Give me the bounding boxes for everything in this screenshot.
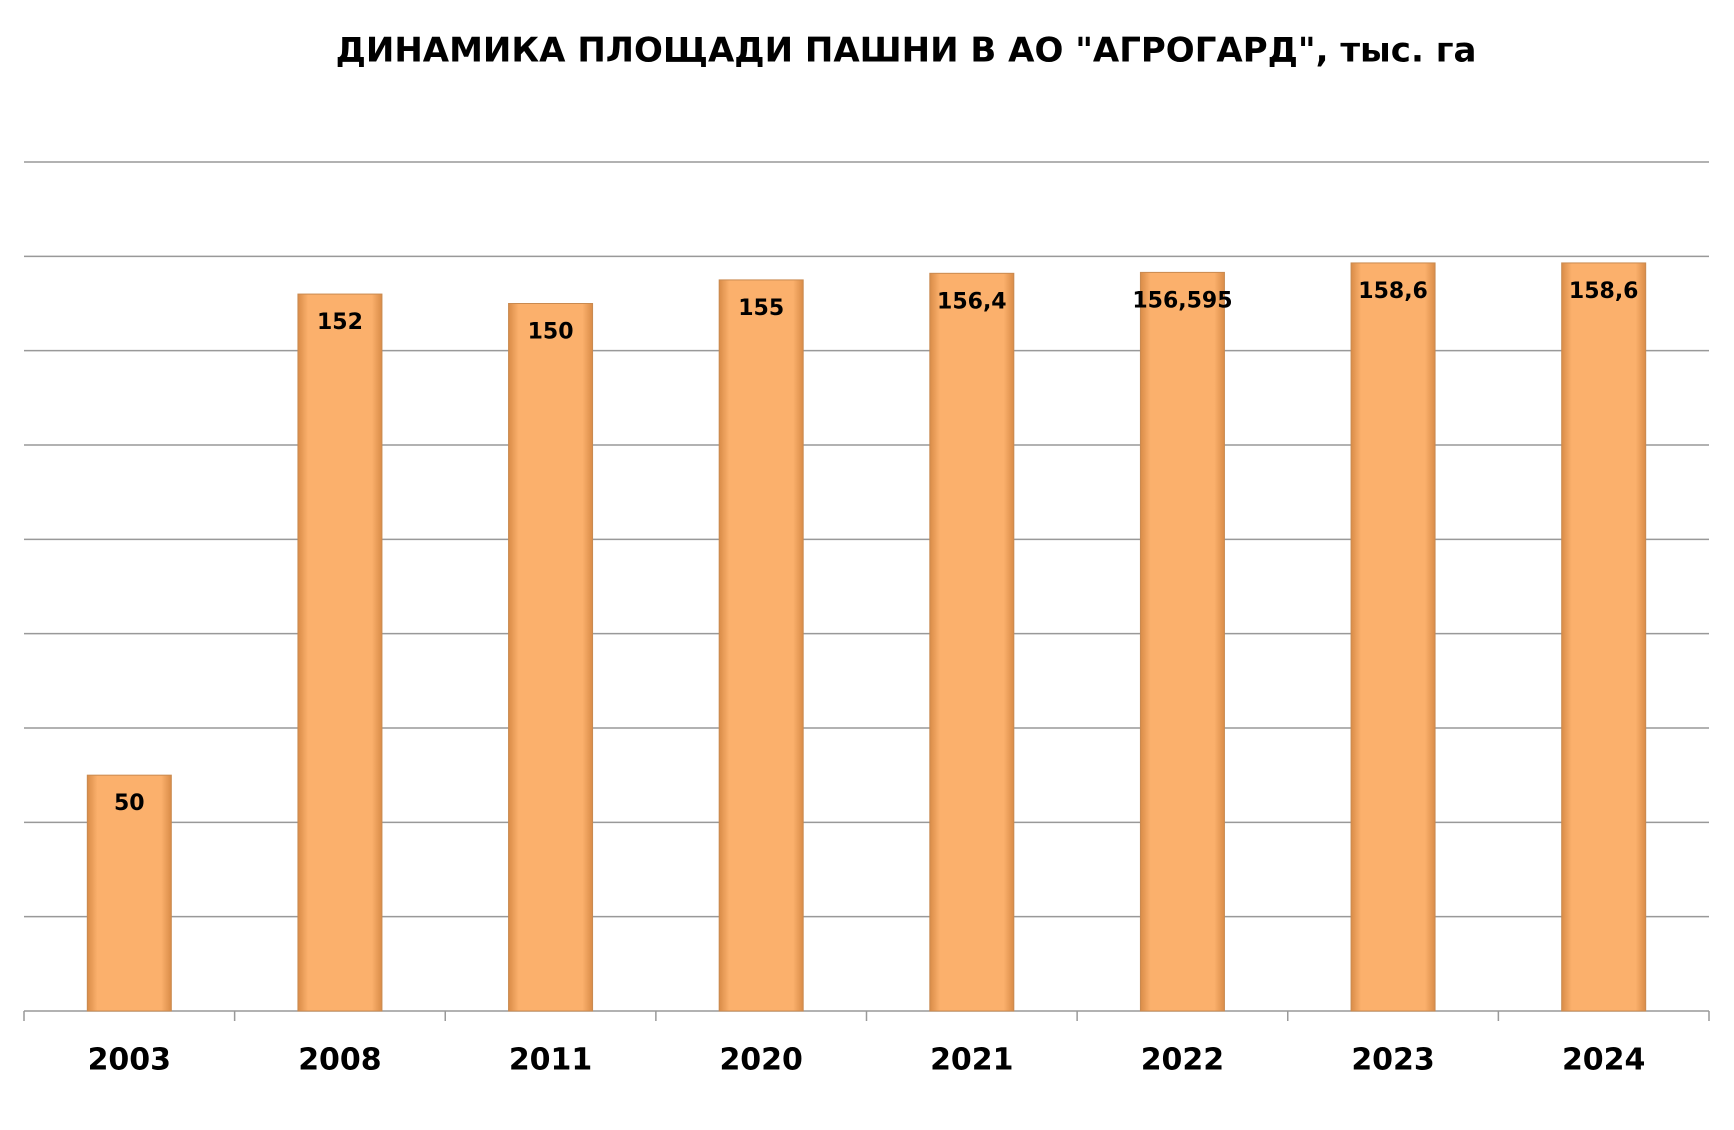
x-tick-label: 2008 [298, 1043, 382, 1078]
bar [929, 272, 1015, 1012]
x-tick-label: 2003 [88, 1043, 172, 1078]
value-label: 156,595 [1132, 288, 1232, 313]
x-tick-label: 2020 [719, 1043, 803, 1078]
x-tick-label: 2011 [509, 1043, 593, 1078]
bar [1561, 262, 1647, 1012]
value-label: 152 [317, 310, 363, 335]
x-tick-label: 2021 [930, 1043, 1014, 1078]
value-label: 155 [738, 296, 784, 321]
bar [297, 293, 383, 1012]
value-label: 150 [528, 320, 574, 345]
x-tick-label: 2024 [1562, 1043, 1646, 1078]
bar [86, 774, 172, 1012]
value-label: 158,6 [1569, 279, 1639, 304]
value-label: 158,6 [1358, 279, 1428, 304]
bar [718, 279, 804, 1012]
chart-title: ДИНАМИКА ПЛОЩАДИ ПАШНИ В АО "АГРОГАРД", … [336, 31, 1477, 71]
bar [1139, 271, 1225, 1012]
value-label: 156,4 [937, 289, 1007, 314]
bar [1350, 262, 1436, 1012]
bar [508, 303, 594, 1012]
x-tick-label: 2022 [1141, 1043, 1225, 1078]
x-tick-label: 2023 [1351, 1043, 1435, 1078]
value-label: 50 [114, 791, 145, 816]
